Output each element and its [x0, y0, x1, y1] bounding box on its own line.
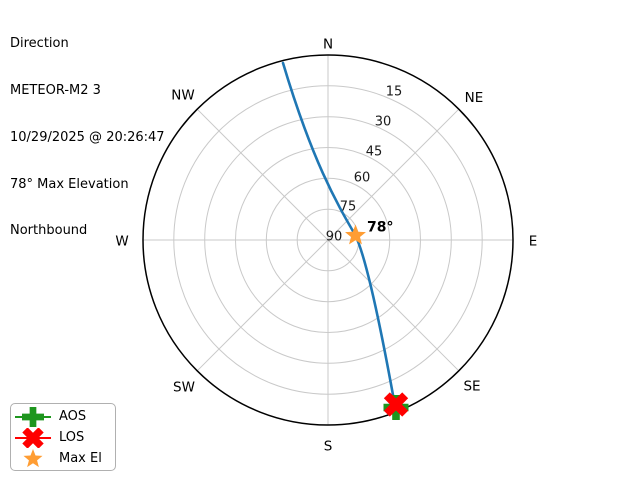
spoke-se	[327, 239, 460, 372]
los-marker	[383, 392, 409, 417]
ring-label-45: 45	[366, 145, 383, 160]
compass-label-se: SE	[463, 379, 480, 395]
ring-label-15: 15	[386, 85, 403, 100]
compass-label-ne: NE	[465, 90, 484, 106]
spoke-nw	[196, 108, 329, 241]
compass-label-nw: NW	[171, 88, 194, 104]
max-el-marker	[345, 224, 366, 245]
azimuth-spokes	[143, 55, 513, 425]
max-el-legend-glyph	[23, 448, 43, 467]
ring-label-90: 90	[326, 230, 343, 245]
compass-label-s: S	[324, 439, 333, 455]
legend-item-max-el: Max El	[13, 448, 115, 469]
ring-label-30: 30	[375, 115, 392, 130]
los-legend-glyph	[15, 427, 51, 448]
aos-legend-glyph	[15, 406, 51, 427]
max-el-star-icon	[345, 224, 366, 245]
title-block: Direction METEOR-M2 3 10/29/2025 @ 20:26…	[10, 5, 165, 270]
elevation-ring-labels: 15 30 45 60 75 90	[326, 85, 403, 245]
compass-label-sw: SW	[173, 380, 195, 396]
ring-label-60: 60	[354, 171, 371, 186]
horizon-circle	[142, 54, 514, 426]
legend-label-los: LOS	[59, 430, 85, 445]
legend-item-aos: AOS	[13, 406, 115, 427]
los-x-icon	[383, 392, 409, 417]
legend-item-los: LOS	[13, 427, 115, 448]
legend-label-aos: AOS	[59, 409, 87, 424]
x-icon	[22, 427, 44, 448]
compass-label-e: E	[529, 234, 538, 250]
title-line-satellite: METEOR-M2 3	[10, 82, 101, 98]
title-line-direction: Direction	[10, 36, 69, 52]
spoke-sw	[196, 239, 329, 372]
spoke-ne	[327, 108, 460, 241]
legend-label-max-el: Max El	[59, 451, 102, 466]
compass-label-n: N	[323, 37, 333, 53]
star-icon	[23, 448, 43, 467]
ring-label-75: 75	[340, 200, 357, 215]
title-line-heading: Northbound	[10, 223, 88, 239]
max-el-annotation: 78°	[367, 220, 393, 236]
title-line-max-elevation: 78° Max Elevation	[10, 176, 129, 192]
plus-icon	[22, 406, 44, 427]
compass-label-w: W	[115, 234, 128, 250]
compass-labels: N NE E SE S SW W NW	[115, 37, 537, 455]
title-line-datetime: 10/29/2025 @ 20:26:47	[10, 129, 165, 145]
legend: AOS LOS Max El	[10, 403, 116, 471]
